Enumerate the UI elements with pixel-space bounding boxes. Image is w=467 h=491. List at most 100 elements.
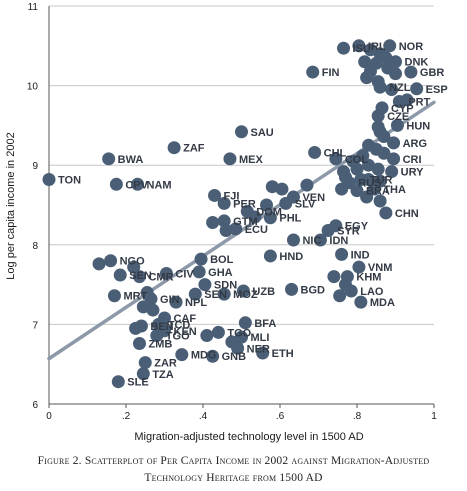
data-point — [217, 196, 231, 210]
data-point — [235, 125, 248, 139]
data-point — [335, 247, 349, 261]
point-label: BWA — [118, 154, 144, 166]
point-label: FJI — [224, 190, 240, 202]
data-point — [169, 295, 183, 309]
point-label: BEN — [150, 321, 173, 333]
data-point — [42, 173, 56, 187]
y-tick-label: 6 — [32, 400, 38, 411]
point-label: IDN — [329, 235, 348, 247]
data-point — [150, 329, 164, 343]
data-point — [260, 198, 274, 212]
data-point — [194, 252, 208, 266]
point-label: ETH — [272, 348, 294, 360]
data-point — [211, 325, 225, 339]
data-point — [188, 287, 202, 301]
data-point — [350, 162, 364, 176]
point-label: UZB — [252, 286, 275, 298]
data-point — [134, 319, 148, 333]
point-label: SYR — [337, 225, 360, 237]
data-point — [350, 184, 364, 198]
point-label: SDN — [214, 280, 237, 292]
data-point — [308, 145, 322, 159]
axes: 6 7 8 9 10 11 0 .2 .4 .6 .8 1 — [27, 2, 437, 422]
data-point — [107, 289, 121, 303]
point-label: CRI — [403, 154, 422, 166]
data-point — [231, 341, 245, 355]
figure-caption-line-1: Figure 2. Scatterplot of Per Capita Inco… — [37, 455, 430, 467]
data-point — [354, 173, 368, 187]
data-point — [263, 211, 277, 225]
data-point — [375, 101, 389, 115]
point-label: SEN — [204, 289, 227, 301]
data-point — [104, 254, 118, 268]
point-label: PHL — [279, 213, 301, 225]
data-point — [263, 249, 277, 263]
y-tick-label: 10 — [27, 82, 39, 93]
data-point — [132, 337, 146, 351]
data-point — [385, 165, 399, 179]
point-label: CAF — [174, 313, 197, 325]
x-tick-label: .2 — [122, 411, 131, 422]
point-label: TUR — [370, 175, 393, 187]
data-point — [377, 130, 391, 144]
point-label: VNM — [368, 262, 392, 274]
point-label: DNK — [405, 57, 429, 69]
data-point — [389, 55, 402, 69]
data-point — [327, 270, 341, 284]
y-tick-label: 9 — [32, 161, 38, 172]
point-label: CHN — [395, 208, 419, 220]
point-label: CPV — [125, 179, 148, 191]
data-point — [146, 303, 160, 317]
point-label: IRL — [368, 41, 386, 53]
point-label: ZAF — [183, 143, 205, 155]
point-label: SLV — [295, 198, 316, 210]
x-tick-label: 1 — [431, 411, 437, 422]
data-point — [109, 177, 123, 191]
point-label: NAM — [147, 179, 172, 191]
point-label: NOR — [399, 41, 424, 53]
x-tick-label: .4 — [199, 411, 208, 422]
data-point — [223, 152, 237, 166]
data-point — [206, 349, 220, 363]
data-point — [208, 188, 222, 202]
point-label: LAO — [360, 286, 384, 298]
point-label: HND — [279, 251, 303, 263]
point-label: VEN — [302, 192, 325, 204]
data-point — [389, 67, 402, 81]
point-label: TCD — [168, 319, 191, 331]
point-label: KHM — [356, 272, 381, 284]
data-point — [306, 65, 320, 79]
data-point — [373, 194, 387, 208]
point-label: EGY — [345, 221, 369, 233]
data-point — [337, 41, 351, 55]
x-tick-label: .8 — [353, 411, 362, 422]
data-point — [379, 206, 393, 220]
data-point — [144, 292, 158, 306]
data-point — [198, 278, 212, 292]
data-point — [329, 152, 343, 166]
x-tick-label: .6 — [276, 411, 285, 422]
data-point — [138, 356, 152, 370]
data-point — [344, 284, 358, 298]
data-point — [236, 284, 250, 298]
point-label: MRT — [123, 291, 147, 303]
data-point — [113, 268, 127, 282]
point-label: GNB — [222, 351, 247, 363]
point-label: ISL — [353, 43, 370, 55]
data-point — [404, 65, 418, 79]
point-label: MDA — [370, 297, 395, 309]
point-label: NZL — [389, 82, 411, 94]
point-label: CYP — [391, 103, 414, 115]
point-label: MDG — [191, 350, 217, 362]
data-points — [42, 39, 424, 389]
y-tick-label: 7 — [32, 320, 38, 331]
point-label: GIN — [160, 294, 180, 306]
data-point — [387, 152, 401, 166]
data-point — [159, 266, 173, 280]
data-point — [392, 95, 406, 109]
point-label: PER — [233, 198, 256, 210]
data-point — [206, 216, 220, 230]
data-point — [131, 177, 145, 191]
point-label: MOZ — [233, 289, 258, 301]
data-point — [217, 287, 231, 301]
